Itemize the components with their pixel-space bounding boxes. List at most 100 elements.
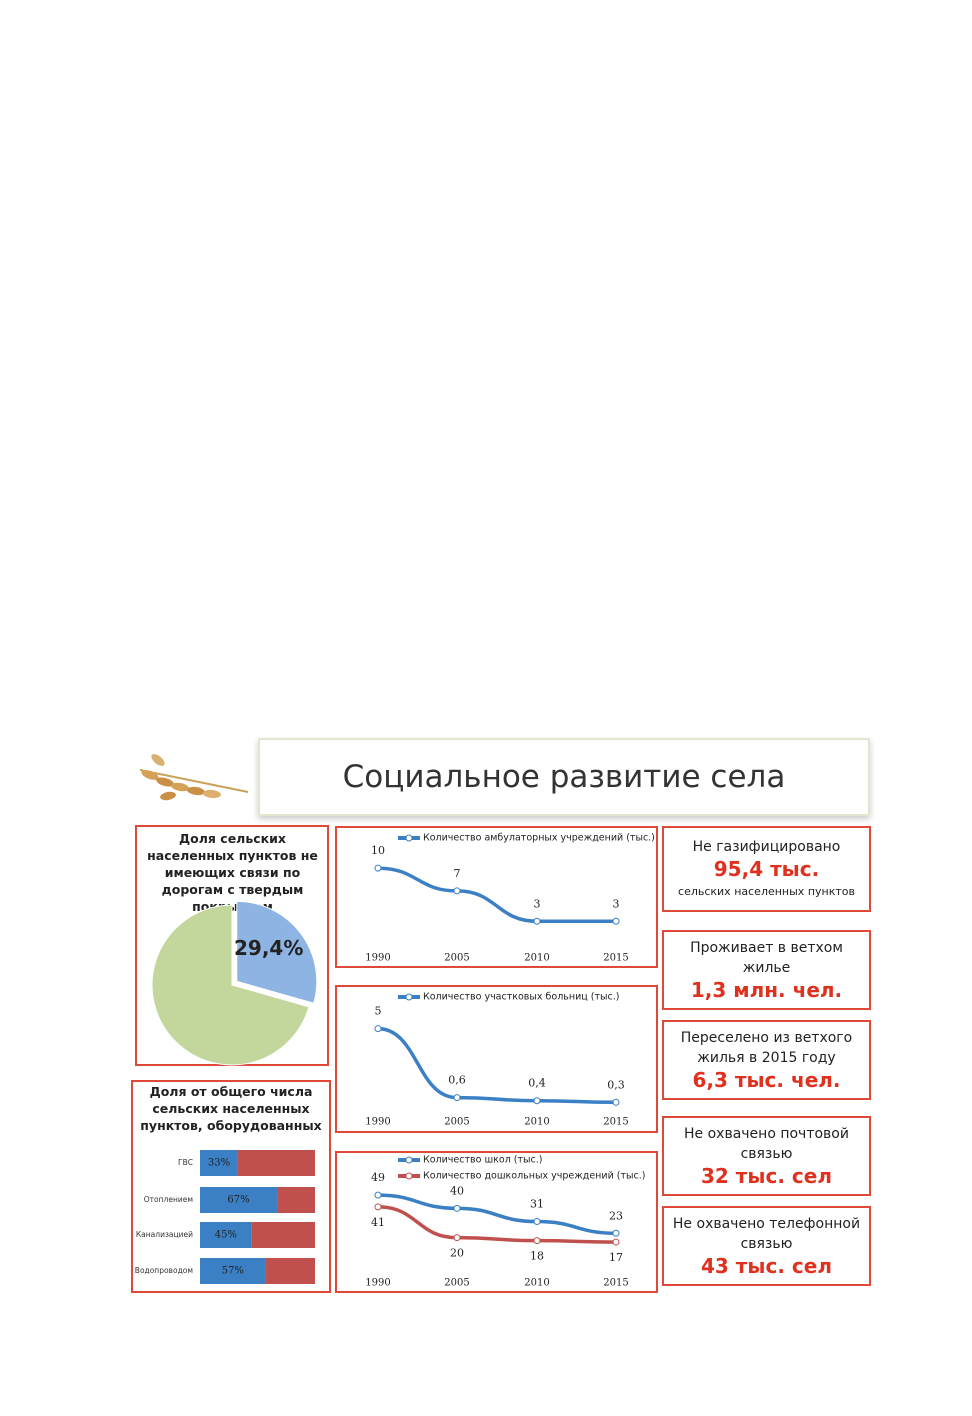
stat-text: Переселено из ветхого жилья в 2015 году bbox=[680, 1030, 853, 1066]
y-tick-label: ГВС bbox=[178, 1158, 193, 1167]
data-point bbox=[612, 1238, 620, 1246]
title-box: Социальное развитие села bbox=[258, 738, 870, 816]
bar-segment bbox=[200, 1222, 252, 1248]
stat-value: 32 тыс. сел bbox=[701, 1164, 832, 1188]
value-label: 23 bbox=[609, 1209, 623, 1222]
value-label: 40 bbox=[450, 1184, 464, 1197]
bar-box bbox=[131, 1080, 331, 1293]
data-point bbox=[533, 917, 541, 925]
value-label: 57% bbox=[222, 1266, 244, 1277]
legend-swatch bbox=[405, 1172, 413, 1180]
legend-label: Количество участковых больниц (тыс.) bbox=[423, 992, 619, 1003]
pie-slice bbox=[236, 900, 318, 1004]
y-tick-label: Канализацией bbox=[136, 1230, 193, 1239]
bar-segment bbox=[265, 1258, 315, 1284]
legend-label: Количество школ (тыс.) bbox=[423, 1155, 542, 1166]
stat-line: Не газифицировано 95,4 тыс. bbox=[672, 837, 861, 882]
stat-text: Не охвачено почтовой связью bbox=[684, 1126, 849, 1162]
value-label: 7 bbox=[454, 867, 461, 880]
value-label: 3 bbox=[613, 897, 620, 910]
data-point bbox=[453, 1234, 461, 1242]
value-label: 31 bbox=[530, 1198, 544, 1211]
value-label: 67% bbox=[227, 1195, 249, 1206]
value-label: 41 bbox=[371, 1216, 385, 1229]
x-tick-label: 2005 bbox=[444, 1278, 469, 1289]
stat-value: 95,4 тыс. bbox=[713, 856, 820, 881]
value-label: 17 bbox=[609, 1251, 623, 1264]
value-label: 0,3 bbox=[607, 1078, 625, 1091]
stat-box: Не охвачено телефонной связью 43 тыс. сел bbox=[662, 1206, 871, 1286]
data-point bbox=[612, 1098, 620, 1106]
data-point bbox=[374, 1191, 382, 1199]
data-point bbox=[374, 1025, 382, 1033]
value-label: 33% bbox=[208, 1158, 230, 1169]
x-tick-label: 2015 bbox=[603, 953, 628, 964]
pie-slice bbox=[151, 904, 310, 1066]
page-title: Социальное развитие села bbox=[342, 759, 786, 795]
series-line bbox=[377, 1205, 617, 1244]
value-label: 45% bbox=[215, 1230, 237, 1241]
data-point bbox=[533, 1237, 541, 1245]
value-label: 29,4% bbox=[234, 936, 303, 960]
data-point bbox=[374, 1203, 382, 1211]
stat-box: Не газифицировано 95,4 тыс. сельских насе… bbox=[662, 826, 871, 912]
legend-swatch bbox=[405, 834, 413, 842]
bar-segment bbox=[277, 1187, 315, 1213]
series-line bbox=[377, 866, 616, 924]
value-label: 18 bbox=[530, 1250, 544, 1263]
legend-swatch bbox=[405, 993, 413, 1001]
x-tick-label: 2005 bbox=[444, 953, 469, 964]
x-tick-label: 2015 bbox=[603, 1278, 628, 1289]
y-tick-label: Водопроводом bbox=[135, 1266, 193, 1275]
series-line bbox=[377, 1026, 617, 1105]
stat-note: сельских населенных пунктов bbox=[678, 884, 855, 898]
data-point bbox=[533, 1097, 541, 1105]
data-point bbox=[453, 1094, 461, 1102]
data-point bbox=[453, 887, 461, 895]
x-tick-label: 1990 bbox=[365, 953, 390, 964]
data-point bbox=[612, 1229, 620, 1237]
value-label: 0,6 bbox=[448, 1074, 466, 1087]
stat-text: Не газифицировано bbox=[692, 838, 841, 855]
stat-box: Проживает в ветхом жилье 1,3 млн. чел. bbox=[662, 930, 871, 1010]
data-point bbox=[612, 917, 620, 925]
line-box bbox=[335, 826, 658, 968]
x-tick-label: 2010 bbox=[524, 953, 549, 964]
x-tick-label: 1990 bbox=[365, 1278, 390, 1289]
stat-value: 6,3 тыс. чел. bbox=[692, 1068, 841, 1092]
legend-swatch bbox=[405, 1156, 413, 1164]
bar-segment bbox=[200, 1150, 238, 1176]
line-box bbox=[335, 1151, 658, 1293]
value-label: 5 bbox=[375, 1005, 382, 1018]
bar-segment bbox=[200, 1187, 278, 1213]
value-label: 3 bbox=[534, 897, 541, 910]
legend-label: Количество дошкольных учреждений (тыс.) bbox=[423, 1171, 645, 1182]
data-point bbox=[453, 1204, 461, 1212]
value-label: 49 bbox=[371, 1171, 385, 1184]
value-label: 20 bbox=[450, 1247, 464, 1260]
bar-segment bbox=[237, 1150, 315, 1176]
wheat-icon bbox=[139, 754, 249, 801]
x-tick-label: 2015 bbox=[603, 1117, 628, 1128]
value-label: 10 bbox=[371, 844, 385, 857]
x-tick-label: 2005 bbox=[444, 1117, 469, 1128]
stat-box: Переселено из ветхого жилья в 2015 году 6… bbox=[662, 1020, 871, 1100]
x-tick-label: 2010 bbox=[524, 1278, 549, 1289]
x-tick-label: 2010 bbox=[524, 1117, 549, 1128]
stat-text: Не охвачено телефонной связью bbox=[672, 1216, 861, 1252]
y-tick-label: Отоплением bbox=[144, 1195, 193, 1204]
bar-segment bbox=[200, 1258, 266, 1284]
value-label: 0,4 bbox=[528, 1077, 546, 1090]
legend-label: Количество амбулаторных учреждений (тыс.… bbox=[423, 833, 655, 844]
data-point bbox=[374, 864, 382, 872]
stat-value: 43 тыс. сел bbox=[701, 1254, 832, 1278]
line-box bbox=[335, 985, 658, 1133]
chart-title: Доля от общего числа сельских населенных… bbox=[140, 1084, 322, 1133]
bar-segment bbox=[251, 1222, 315, 1248]
series-line bbox=[377, 1193, 617, 1236]
stat-text: Проживает в ветхом жилье bbox=[690, 940, 843, 976]
stat-box: Не охвачено почтовой связью 32 тыс. сел bbox=[662, 1116, 871, 1196]
data-point bbox=[533, 1218, 541, 1226]
